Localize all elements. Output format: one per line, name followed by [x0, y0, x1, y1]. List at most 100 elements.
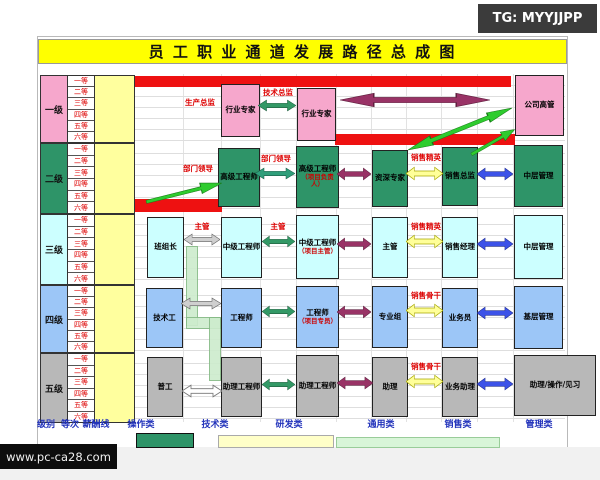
arrow-tech-rd-level4: [262, 305, 295, 318]
salary-cell-5: [94, 353, 135, 423]
legend-box-palegreen: [336, 437, 500, 448]
box-specialty-group: 专业组: [372, 286, 408, 348]
box-label: 资深专家: [375, 173, 405, 183]
grade-label: 一等: [68, 286, 94, 298]
grade-label: 三等: [68, 167, 94, 180]
box-company-executive: 公司高管: [515, 75, 564, 136]
label-sales-elite-level3: 销售精英: [411, 222, 441, 231]
grade-label: 五等: [68, 331, 94, 342]
grade-label: 四等: [68, 250, 94, 262]
label-sales-backbone-level5: 销售骨干: [411, 362, 441, 371]
box-engineer: 工程师: [221, 288, 262, 348]
grade-label: 三等: [68, 238, 94, 251]
box-label: 中级工程师: [222, 242, 261, 252]
arrow-rd-general-level4: [337, 305, 371, 319]
box-label: 助理/操作/见习: [529, 380, 581, 390]
grade-label: 二等: [68, 156, 94, 168]
connector-vertical-1: [186, 246, 198, 326]
arrow-general-sales-level5: [406, 374, 443, 389]
level-cell-4: 四级: [40, 285, 68, 353]
box-assistant-engineer-tech: 助理工程师: [221, 357, 262, 417]
box-engineer-project: 工程师 （项目专员）: [296, 286, 339, 348]
arrow-tech-rd-level1: [258, 99, 296, 112]
grade-label: 四等: [68, 110, 94, 121]
arrow-tech-rd-level5: [262, 378, 295, 391]
grade-label: 一等: [68, 215, 94, 227]
box-industry-expert-tech: 行业专家: [221, 84, 260, 137]
grade-cells-1: 一等 二等 三等 四等 五等 六等: [67, 75, 95, 143]
arrow-op-tech-level5: [182, 384, 222, 398]
salary-cell-1: [94, 75, 135, 143]
footer-label-mgmt: 管理类: [525, 420, 553, 430]
legend-box-yellow: [218, 435, 334, 448]
box-label: 销售总监: [445, 171, 475, 181]
box-label: 高级工程师: [220, 172, 258, 182]
label-sales-elite-level2: 销售精英: [411, 153, 441, 162]
footer-label-technical: 技术类: [201, 420, 229, 430]
salary-cell-3: [94, 214, 135, 285]
box-senior-engineer-project: 高级工程师 （项目负责人）: [296, 146, 339, 208]
grade-label: 四等: [68, 389, 94, 400]
label-dept-leader-arrow: 部门领导: [261, 154, 291, 163]
footer-label-level: 级别: [36, 420, 55, 430]
arrow-general-sales-level3: [406, 234, 443, 249]
footer-label-grade: 等次: [60, 420, 79, 430]
box-business-assistant: 业务助理: [442, 357, 478, 417]
grade-label: 六等: [74, 203, 88, 212]
box-mid-engineer: 中级工程师: [221, 217, 262, 278]
row-grid-5: [133, 353, 565, 421]
grade-cells-4: 一等 二等 三等 四等 五等 六等: [67, 285, 95, 353]
grade-label: 一等: [68, 354, 94, 366]
box-label: 基层管理: [523, 312, 554, 322]
grade-label: 二等: [68, 297, 94, 309]
level-cell-2: 二级: [40, 143, 68, 214]
box-label: 业务助理: [445, 381, 475, 391]
level-cell-5: 五级: [40, 353, 68, 423]
salary-cell-4: [94, 285, 135, 353]
grade-cells-3: 一等 二等 三等 四等 五等 六等: [67, 214, 95, 285]
row-grid-3: [133, 214, 565, 283]
grade-cells-5: 一等 二等 三等 四等 五等 六等: [67, 353, 95, 423]
footer-label-salary: 薪酬线: [82, 420, 110, 430]
box-label: 中层管理: [523, 241, 554, 251]
grade-cells-2: 一等 二等 三等 四等 五等 六等: [67, 143, 95, 214]
grade-label: 三等: [68, 308, 94, 320]
arrow-tech-rd-level3: [262, 235, 295, 248]
box-senior-expert: 资深专家: [372, 150, 408, 207]
tg-badge: TG: MYYJJPP: [478, 4, 597, 33]
box-label: 高级工程师: [298, 164, 337, 174]
arrow-rd-general-level2: [337, 167, 371, 181]
box-label: 公司高管: [524, 100, 555, 110]
box-general-worker: 普工: [147, 357, 183, 417]
legend-box-green: [136, 433, 194, 448]
box-label: 中层管理: [523, 170, 554, 180]
arrow-diagonal-sales-to-exec: [470, 129, 516, 157]
box-sublabel: （项目专员）: [298, 316, 337, 325]
level-cell-3: 三级: [40, 214, 68, 285]
box-label: 工程师: [306, 307, 329, 317]
box-label: 普工: [157, 381, 173, 391]
arrow-sales-mgmt-level4: [477, 306, 513, 320]
arrow-diagonal-to-exec: [406, 107, 514, 151]
label-sales-backbone-level4: 销售骨干: [411, 291, 441, 300]
box-middle-mgmt-level3: 中层管理: [514, 215, 563, 279]
grade-label: 二等: [68, 366, 94, 377]
grade-label: 三等: [68, 377, 94, 389]
arrow-sales-mgmt-level2: [477, 167, 513, 181]
box-sublabel: （项目负责人）: [301, 172, 334, 189]
red-bar-level2: [133, 199, 222, 212]
grade-label: 六等: [74, 412, 88, 421]
grade-label: 五等: [68, 191, 94, 203]
box-label: 行业专家: [301, 109, 332, 119]
grade-label: 五等: [68, 121, 94, 132]
arrow-general-sales-level4: [406, 303, 443, 318]
page-title: 员 工 职 业 通 道 发 展 路 径 总 成 图: [38, 39, 567, 64]
grade-label: 四等: [68, 179, 94, 191]
box-technician: 技术工: [146, 288, 183, 348]
label-production-director: 生产总监: [185, 98, 215, 107]
box-base-mgmt: 基层管理: [514, 286, 563, 349]
box-sublabel: （项目主管）: [298, 246, 337, 255]
grade-label: 一等: [68, 76, 94, 88]
box-label: 工程师: [230, 312, 253, 322]
